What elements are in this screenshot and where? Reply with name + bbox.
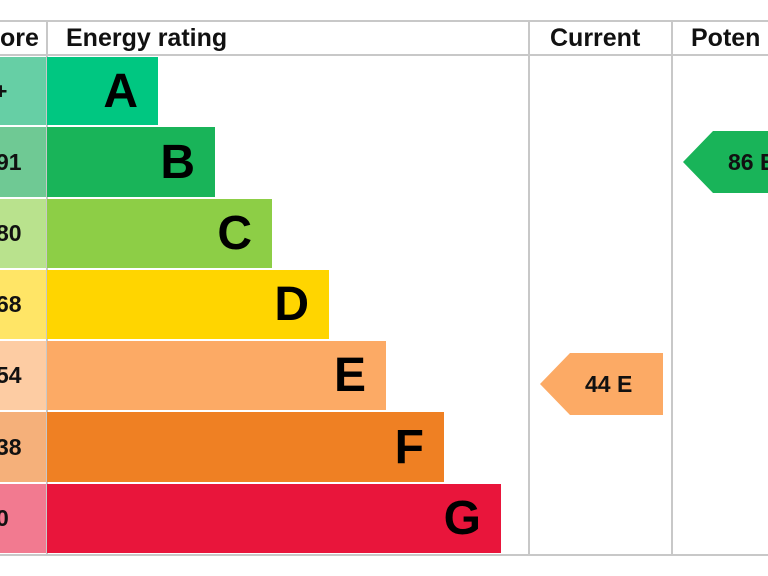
rating-bar-c: C [47,199,272,268]
table-bottom-border [0,554,768,556]
rating-bar-d: D [47,270,329,339]
score-label: 54 [0,362,22,388]
rating-bar-g: G [47,484,501,553]
rating-bar-b: B [47,127,215,197]
score-label: 80 [0,220,22,246]
header-current: Current [550,24,641,52]
current-rating-label: 44 E [585,370,633,397]
current-rating-arrow: 44 E [540,353,663,415]
score-cell-b: 91 [0,127,46,197]
score-cell-c: 80 [0,199,46,268]
rating-bar-e: E [47,341,386,410]
band-letter: B [160,135,195,189]
score-cell-g: 0 [0,484,46,553]
rating-bar-f: F [47,412,444,482]
band-letter: A [103,64,138,118]
score-cell-f: 38 [0,412,46,482]
band-letter: F [394,420,424,474]
band-letter: C [217,207,252,260]
potential-rating-arrow: 86 B [683,131,768,193]
header-energy-rating: Energy rating [66,24,228,52]
score-label: 91 [0,148,22,175]
score-label: 38 [0,433,22,460]
header-score: ore [0,24,39,52]
column-divider [671,20,673,554]
header-bottom-border [0,54,768,56]
score-cell-d: 68 [0,270,46,339]
band-letter: E [333,349,366,402]
score-label: 68 [0,291,22,317]
score-label: + [0,77,8,104]
score-cell-a: + [0,57,46,125]
score-label: 0 [0,505,9,531]
column-divider [528,20,530,554]
rating-bar-a: A [47,57,158,125]
band-letter: D [274,278,309,331]
score-cell-e: 54 [0,341,46,410]
header-potential: Poten [691,24,761,52]
potential-rating-label: 86 B [728,148,768,175]
band-letter: G [443,492,481,545]
table-top-border [0,20,768,22]
